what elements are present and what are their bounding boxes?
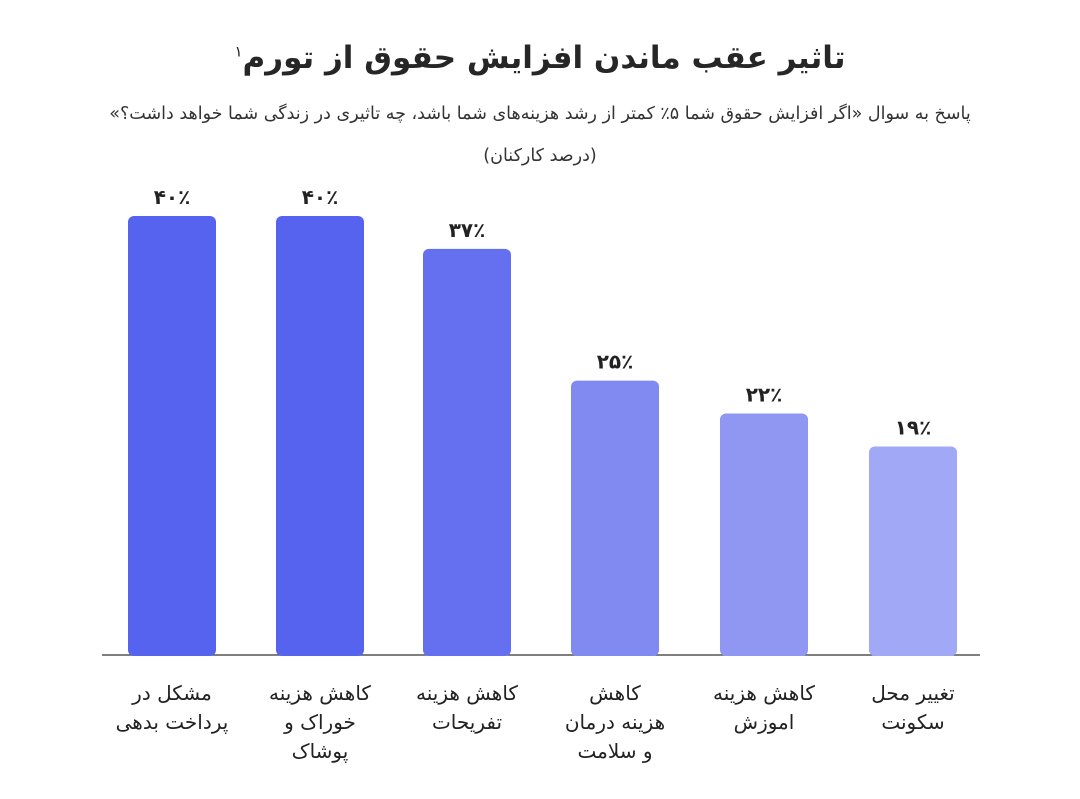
bar-value-label-5: ۲۲٪ [746, 383, 783, 407]
category-label-6-line-2: سکونت [881, 710, 944, 734]
category-label-4-line-1: کاهش [589, 681, 641, 705]
bar-value-label-2: ۴۰٪ [302, 185, 339, 209]
chart-subtitle-units: (درصد کارکنان) [483, 146, 597, 166]
category-label-4-line-3: و سلامت [577, 739, 652, 763]
bar-2 [276, 216, 364, 656]
bar-value-label-1: ۴۰٪ [154, 185, 191, 209]
category-label-2-line-3: پوشاک [292, 739, 349, 764]
category-label-5-line-2: اموزش [734, 710, 795, 734]
bar-3 [423, 248, 511, 657]
category-label-1-line-1: مشکل در [131, 681, 212, 705]
bar-6 [869, 446, 957, 656]
bar-1 [128, 216, 216, 656]
chart-title: تاثیر عقب ماندن افزایش حقوق از تورم۱ [234, 40, 846, 76]
category-label-3-line-1: کاهش هزینه [416, 681, 518, 705]
category-label-4-line-2: هزینه درمان [565, 710, 665, 734]
chart-subtitle: پاسخ به سوال «اگر افزایش حقوق شما ۵٪ کمت… [109, 104, 971, 124]
category-label-2-line-1: کاهش هزینه [269, 681, 371, 705]
category-label-3-line-2: تفریحات [432, 710, 502, 734]
category-label-2-line-2: خوراک و [283, 710, 356, 734]
bar-4 [571, 380, 659, 656]
bar-value-label-4: ۲۵٪ [597, 350, 634, 374]
title-footnote-marker: ۱ [234, 42, 243, 61]
category-label-5-line-1: کاهش هزینه [713, 681, 815, 705]
bar-value-label-6: ۱۹٪ [895, 415, 932, 439]
bar-5 [720, 413, 808, 656]
category-label-1-line-2: پرداخت بدهی [116, 710, 229, 735]
bar-value-label-3: ۳۷٪ [449, 218, 486, 242]
category-label-6-line-1: تغییر محل [871, 681, 954, 705]
